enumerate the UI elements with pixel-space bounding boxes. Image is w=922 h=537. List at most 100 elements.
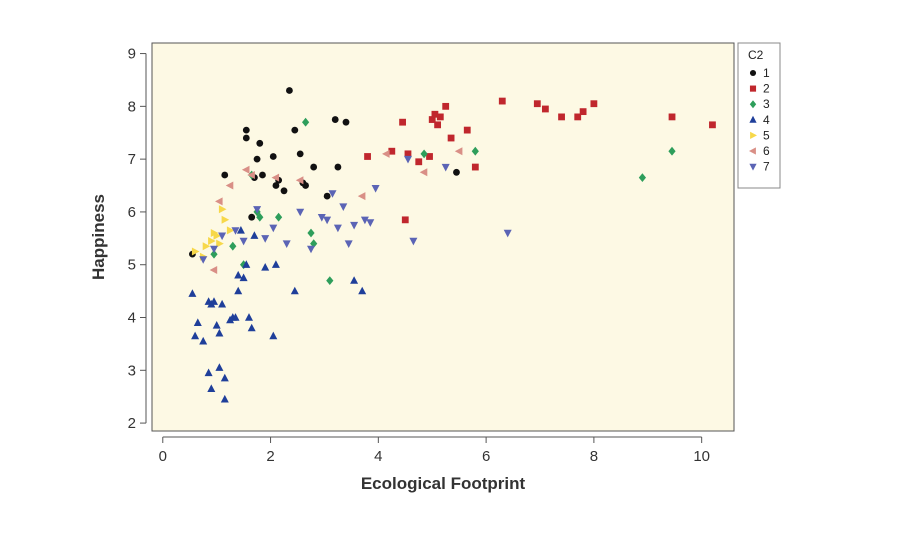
data-point-series-7 (360, 216, 369, 225)
data-points (188, 87, 716, 403)
legend-marker-1 (749, 69, 757, 77)
data-point-series-1 (453, 168, 460, 176)
data-point-series-4 (269, 331, 278, 340)
data-point-series-2 (388, 147, 396, 155)
plot-background (151, 42, 735, 432)
data-point-series-1 (253, 155, 261, 163)
x-axis-title: Ecological Footprint (361, 474, 526, 493)
data-point-series-3 (471, 146, 479, 156)
legend-marker-5 (750, 131, 757, 139)
y-tick-label: 3 (128, 362, 136, 379)
legend-label-4: 4 (763, 113, 770, 127)
data-point-series-2 (436, 113, 444, 121)
data-point-series-7 (282, 240, 291, 248)
data-point-series-5 (208, 237, 216, 245)
x-tick-label: 0 (159, 448, 167, 465)
data-point-series-3 (310, 239, 318, 248)
data-point-series-7 (404, 155, 412, 164)
y-tick-label: 2 (128, 415, 136, 432)
x-tick-label: 8 (590, 448, 598, 465)
data-point-series-4 (358, 286, 367, 295)
data-point-series-7 (371, 185, 380, 193)
x-tick-label: 6 (482, 448, 490, 465)
data-point-series-7 (503, 229, 512, 238)
data-point-series-4 (290, 286, 299, 295)
data-point-series-4 (234, 270, 243, 279)
data-point-series-7 (328, 190, 337, 198)
data-point-series-2 (709, 121, 716, 129)
x-tick-label: 4 (374, 448, 382, 465)
data-point-series-4 (188, 289, 197, 297)
data-point-series-1 (331, 116, 339, 123)
data-point-series-2 (471, 163, 479, 171)
data-point-series-6 (241, 165, 250, 174)
data-point-series-3 (307, 228, 315, 238)
data-point-series-7 (231, 227, 240, 235)
data-point-series-6 (215, 197, 223, 206)
data-point-series-1 (221, 171, 229, 179)
data-point-series-4 (193, 318, 202, 326)
data-point-series-7 (210, 245, 218, 254)
y-axis: 2 3 4 5 6 7 8 9 (128, 46, 147, 432)
data-point-series-4 (239, 273, 248, 282)
data-point-series-2 (442, 102, 450, 110)
data-point-series-4 (231, 313, 240, 321)
data-point-series-3 (256, 212, 264, 222)
data-point-series-4 (191, 331, 200, 340)
data-point-series-3 (229, 241, 237, 251)
x-axis: 0 2 4 6 8 10 (159, 436, 710, 465)
data-point-series-2 (447, 134, 455, 142)
data-point-series-6 (454, 147, 463, 156)
data-point-series-2 (404, 150, 412, 158)
data-point-series-2 (431, 110, 439, 118)
data-point-series-5 (216, 239, 224, 248)
legend-label-1: 1 (763, 66, 770, 80)
data-point-series-7 (409, 237, 418, 246)
data-point-series-2 (541, 105, 549, 113)
data-point-series-1 (323, 192, 331, 200)
data-point-series-5 (226, 226, 235, 235)
data-point-series-2 (574, 113, 582, 121)
data-point-series-4 (236, 226, 245, 234)
data-point-series-1 (272, 182, 280, 189)
data-point-series-7 (218, 232, 227, 241)
data-point-series-1 (256, 139, 264, 147)
data-point-series-2 (463, 126, 471, 134)
data-point-series-7 (307, 245, 315, 254)
data-point-series-4 (250, 231, 259, 239)
data-point-series-1 (302, 182, 309, 189)
legend-marker-6 (749, 147, 756, 155)
data-point-series-5 (221, 215, 230, 224)
data-point-series-4 (218, 299, 227, 308)
data-point-series-7 (350, 221, 359, 230)
x-tick-label: 2 (266, 448, 274, 465)
data-point-series-2 (668, 113, 676, 121)
data-point-series-1 (334, 163, 342, 171)
data-point-series-6 (419, 168, 428, 177)
data-point-series-4 (245, 313, 253, 321)
y-tick-label: 6 (128, 204, 136, 221)
data-point-series-6 (225, 181, 234, 190)
data-point-series-1 (310, 163, 318, 171)
data-point-series-4 (350, 276, 359, 284)
legend-label-5: 5 (763, 128, 770, 142)
legend-label-7: 7 (763, 160, 770, 174)
data-point-series-3 (326, 276, 334, 285)
data-point-series-7 (296, 208, 305, 217)
data-point-series-4 (204, 368, 213, 377)
data-point-series-4 (215, 363, 224, 371)
data-point-series-5 (202, 242, 211, 251)
data-point-series-5 (218, 205, 227, 214)
data-point-series-1 (280, 187, 288, 195)
data-point-series-6 (357, 192, 366, 201)
data-point-series-3 (210, 249, 218, 259)
data-point-series-6 (247, 171, 255, 179)
data-point-series-7 (239, 237, 248, 246)
legend-label-3: 3 (763, 97, 770, 111)
data-point-series-6 (209, 266, 218, 274)
data-point-series-7 (339, 203, 348, 211)
data-point-series-2 (415, 158, 423, 166)
data-point-series-6 (295, 176, 304, 185)
data-point-series-4 (220, 394, 229, 403)
legend-marker-3 (749, 100, 757, 109)
